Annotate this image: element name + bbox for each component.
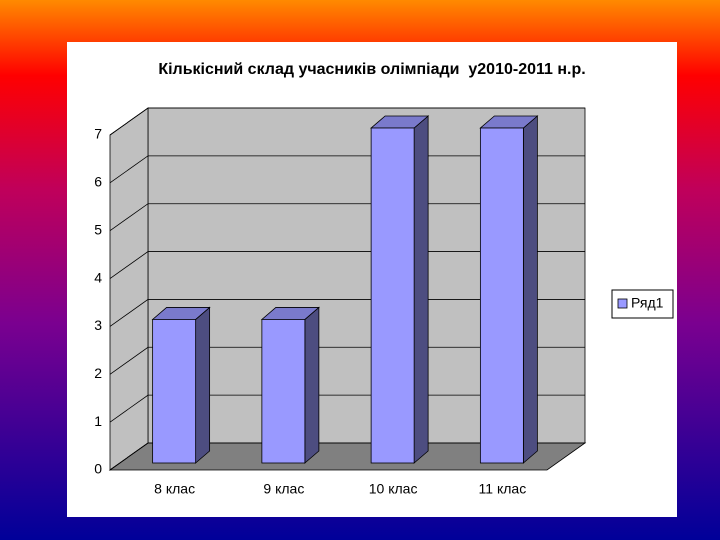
grid-line: [109, 251, 585, 279]
y-tick-label: 3: [94, 317, 102, 333]
bar-side: [304, 306, 320, 464]
bar-side: [195, 306, 211, 464]
grid-line: [109, 442, 585, 471]
bar: [370, 127, 415, 464]
grid-line: [109, 299, 585, 327]
bar-side: [522, 115, 538, 464]
chart-title: Кількісний склад учасників олімпіади у20…: [158, 61, 585, 78]
grid-line: [109, 107, 585, 136]
grid-line: [109, 155, 585, 184]
y-tick-label: 5: [94, 221, 102, 237]
y-tick-label: 4: [94, 269, 102, 285]
bar: [479, 127, 524, 464]
y-tick-label: 2: [94, 365, 102, 381]
y-tick-label: 7: [94, 126, 102, 142]
bar-side: [413, 115, 429, 464]
x-tick-label: 10 клас: [369, 481, 418, 497]
legend-swatch: [617, 298, 628, 309]
x-tick-label: 11 клас: [479, 481, 527, 497]
bar: [152, 319, 197, 464]
side-wall: [109, 107, 149, 471]
legend-label: Ряд1: [631, 295, 664, 311]
x-tick-label: 8 клас: [154, 481, 195, 497]
y-tick-label: 1: [94, 413, 102, 429]
y-tick-label: 0: [94, 461, 102, 477]
y-tick-label: 6: [94, 174, 102, 190]
grid-line: [109, 203, 585, 232]
bar: [261, 319, 306, 464]
grid-line: [109, 394, 585, 423]
grid-line: [109, 346, 585, 375]
x-tick-label: 9 клас: [263, 481, 304, 497]
